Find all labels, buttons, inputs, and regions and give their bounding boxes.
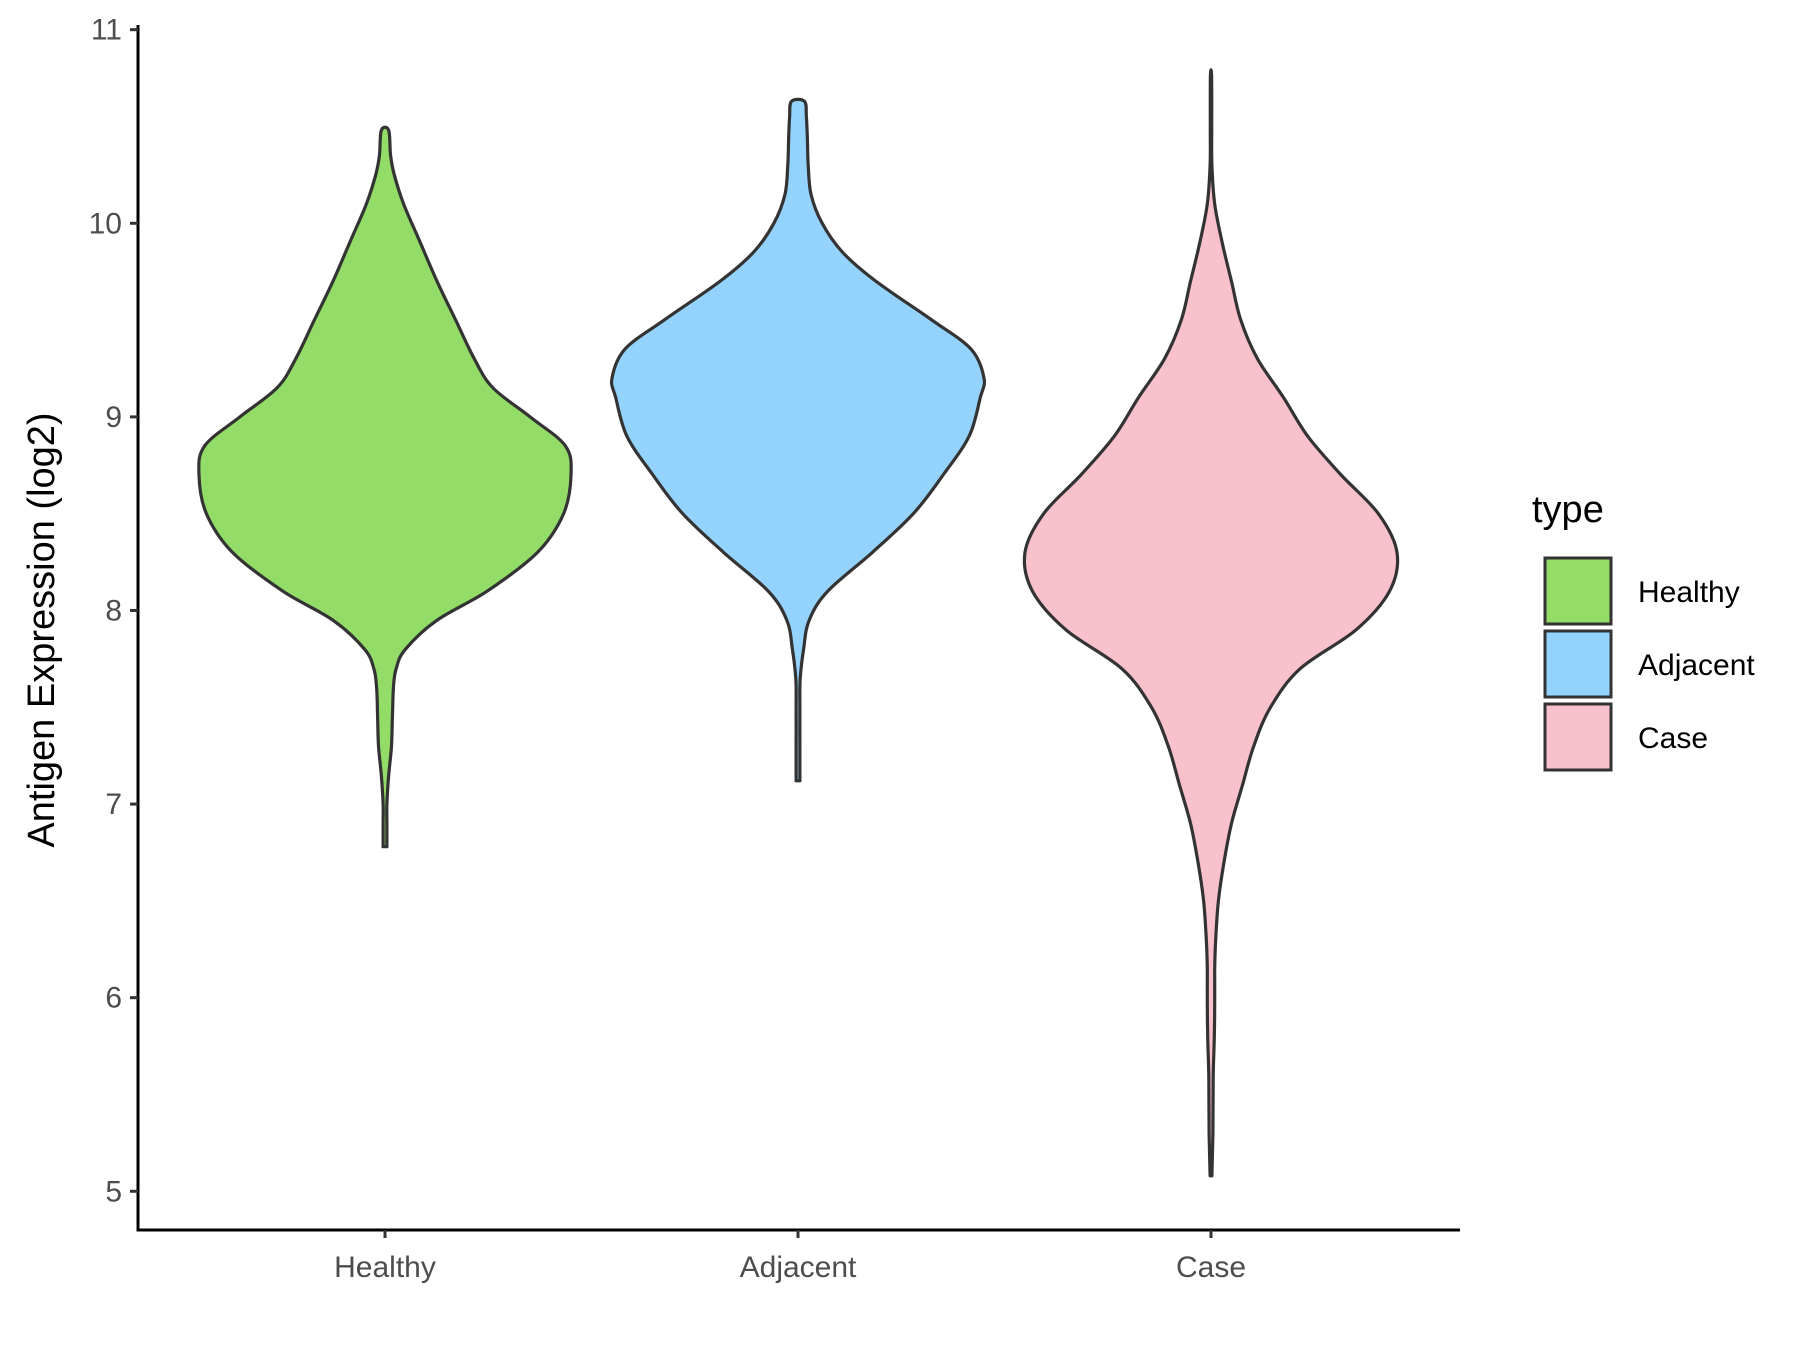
y-tick-label-10: 10	[89, 207, 122, 240]
y-tick-label-11: 11	[91, 14, 122, 47]
violin-healthy	[197, 125, 573, 849]
axes-layer: 5 6 7 8 9 10 11 Healthy Adjacent Case	[89, 14, 1460, 1284]
y-tick-label-8: 8	[105, 594, 122, 627]
legend-label-adjacent: Adjacent	[1638, 649, 1755, 682]
y-tick-label-7: 7	[105, 788, 122, 821]
y-axis-title: Antigen Expression (log2)	[21, 412, 63, 847]
legend-title: type	[1532, 489, 1604, 531]
legend-key-healthy	[1543, 556, 1613, 626]
legend-label-case: Case	[1638, 722, 1708, 755]
legend: type Healthy Adjacent Case	[1532, 489, 1755, 772]
violin-case	[1022, 68, 1400, 1178]
violins-layer	[197, 68, 1400, 1178]
x-tick-label-adjacent: Adjacent	[740, 1251, 857, 1284]
legend-key-case	[1543, 702, 1613, 772]
y-tick-label-6: 6	[105, 982, 122, 1015]
violin-adjacent	[609, 97, 987, 783]
legend-label-healthy: Healthy	[1638, 576, 1740, 609]
x-tick-label-healthy: Healthy	[334, 1251, 436, 1284]
y-tick-label-9: 9	[105, 401, 122, 434]
legend-key-adjacent	[1543, 629, 1613, 699]
x-tick-label-case: Case	[1176, 1251, 1246, 1284]
y-tick-label-5: 5	[105, 1175, 122, 1208]
